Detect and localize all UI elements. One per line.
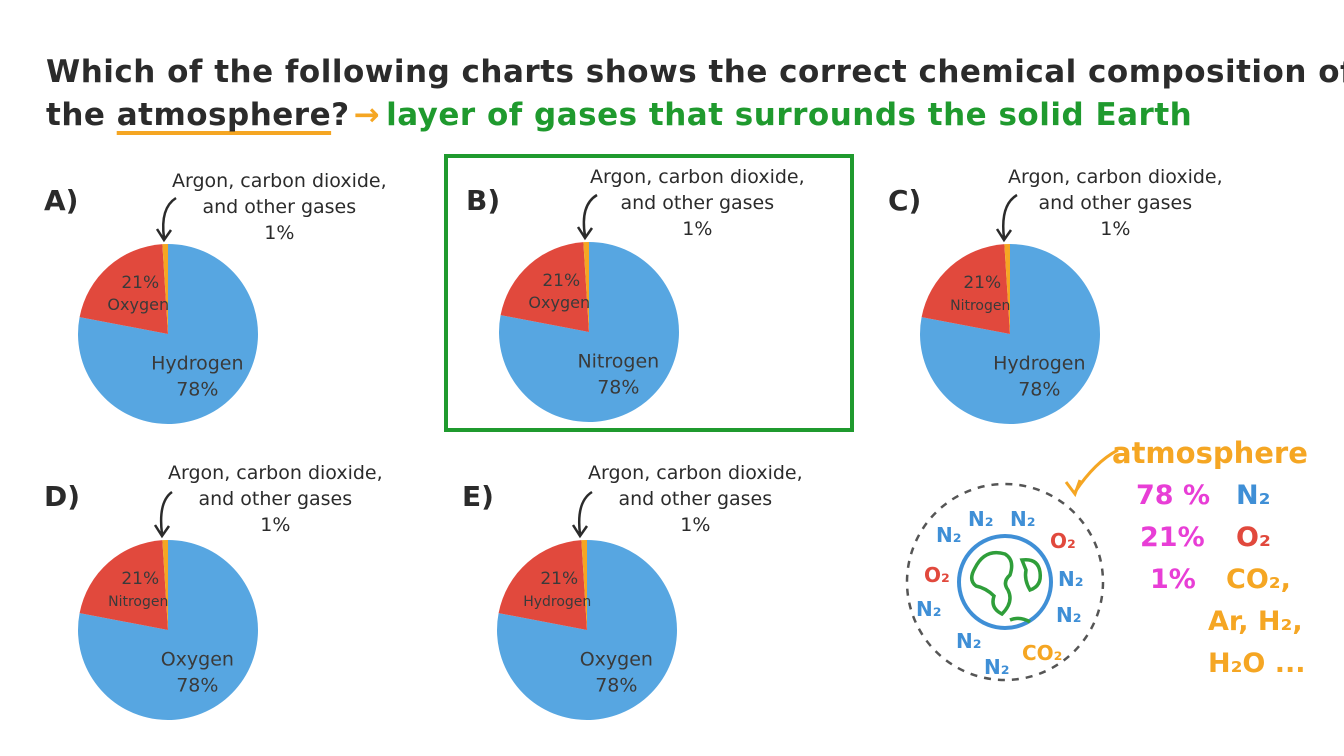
n2-label: N₂	[1056, 603, 1082, 627]
pie-label-large: Hydrogen	[151, 352, 243, 374]
earth-land-south	[1009, 616, 1031, 624]
o2-label: O₂	[1050, 529, 1076, 553]
atmosphere-label: atmosphere	[1112, 436, 1308, 470]
pie-slice-small	[1004, 244, 1010, 334]
pie-pct-large: 78%	[1018, 378, 1060, 400]
pie-label-medium: Hydrogen	[523, 594, 591, 610]
question-line-1: Which of the following charts shows the …	[46, 54, 1344, 90]
pie-label-medium: Nitrogen	[108, 594, 168, 610]
pie-label-large: Oxygen	[161, 648, 234, 670]
pie-label-large: Oxygen	[580, 648, 653, 670]
legend-pct-other: 1%	[1150, 564, 1196, 595]
pie-label-large: Hydrogen	[993, 352, 1085, 374]
pie-slice-small	[162, 540, 168, 630]
n2-label: N₂	[1010, 507, 1036, 531]
pie-pct-large: 78%	[176, 378, 218, 400]
n2-label: N₂	[916, 597, 942, 621]
pie-pct-medium: 21%	[540, 569, 578, 589]
pie-label-medium: Oxygen	[528, 293, 590, 312]
option-label-e[interactable]: E)	[462, 480, 494, 513]
pie-chart-b[interactable]: Nitrogen 78% 21% Oxygen	[489, 232, 689, 432]
legend-extra-ar-h2: Ar, H₂,	[1208, 606, 1303, 637]
n2-label: N₂	[1058, 567, 1084, 591]
pie-slice-small	[581, 540, 587, 630]
pie-pct-large: 78%	[595, 674, 637, 696]
caption-b: Argon, carbon dioxide, and other gases 1%	[590, 166, 805, 240]
question-prefix: the	[46, 97, 106, 133]
pie-slice-medium	[498, 540, 587, 630]
arrow-icon: →	[353, 97, 381, 133]
pie-slice-medium	[79, 540, 168, 630]
option-label-b[interactable]: B)	[466, 184, 501, 217]
atmosphere-arrow	[1073, 448, 1119, 493]
o2-label: O₂	[924, 563, 950, 587]
legend-pct-o2: 21%	[1140, 522, 1205, 553]
legend-gas-co2: CO₂,	[1226, 564, 1291, 595]
correct-answer-box	[444, 154, 854, 432]
n2-label: N₂	[936, 523, 962, 547]
pie-slice-medium	[921, 244, 1010, 334]
legend-extra-h2o: H₂O ...	[1208, 648, 1306, 679]
n2-label: N₂	[984, 655, 1010, 679]
atmosphere-boundary	[905, 482, 1105, 682]
caption-c: Argon, carbon dioxide, and other gases 1%	[1008, 166, 1223, 240]
co2-label: CO₂	[1022, 641, 1062, 665]
pie-pct-medium: 21%	[121, 273, 159, 293]
pie-chart-d[interactable]: Oxygen 78% 21% Nitrogen	[68, 530, 268, 730]
legend-gas-n2: N₂	[1236, 480, 1271, 511]
pie-pct-medium: 21%	[542, 271, 580, 291]
pie-chart-e[interactable]: Oxygen 78% 21% Hydrogen	[487, 530, 687, 730]
pie-slice-medium	[79, 244, 168, 334]
pie-label-medium: Oxygen	[107, 295, 169, 314]
option-label-d[interactable]: D)	[44, 480, 81, 513]
question-mark: ?	[331, 97, 350, 133]
pie-slice-small	[583, 242, 589, 332]
pie-pct-medium: 21%	[121, 569, 159, 589]
legend-pct-n2: 78 %	[1136, 480, 1211, 511]
pie-label-large: Nitrogen	[577, 350, 659, 372]
atmosphere-arrow-head	[1064, 479, 1082, 498]
caption-e: Argon, carbon dioxide, and other gases 1%	[588, 462, 803, 536]
keyword-atmosphere: atmosphere	[116, 97, 332, 133]
pie-chart-c[interactable]: Hydrogen 78% 21% Nitrogen	[910, 234, 1110, 434]
caption-a: Argon, carbon dioxide, and other gases 1%	[172, 170, 387, 244]
pie-pct-large: 78%	[597, 376, 639, 398]
earth-land-east	[1019, 558, 1043, 593]
question-line-2: the atmosphere? → layer of gases that surr…	[46, 97, 1192, 133]
pie-pct-medium: 21%	[963, 273, 1001, 293]
pie-pct-large: 78%	[176, 674, 218, 696]
option-label-c[interactable]: C)	[888, 184, 922, 217]
pie-slice-medium	[500, 242, 589, 332]
legend-gas-o2: O₂	[1236, 522, 1271, 553]
option-label-a[interactable]: A)	[44, 184, 79, 217]
n2-label: N₂	[968, 507, 994, 531]
n2-label: N₂	[956, 629, 982, 653]
caption-d: Argon, carbon dioxide, and other gases 1%	[168, 462, 383, 536]
definition: layer of gases that surrounds the solid …	[386, 97, 1193, 133]
pie-label-medium: Nitrogen	[950, 298, 1010, 314]
earth-land-west	[970, 550, 1014, 617]
pie-slice-small	[162, 244, 168, 334]
pie-chart-a[interactable]: Hydrogen 78% 21% Oxygen	[68, 234, 268, 434]
atmosphere-diagram: N₂ N₂ N₂ O₂ O₂ N₂ N₂ N₂ N₂ CO₂ N₂	[905, 448, 1119, 682]
